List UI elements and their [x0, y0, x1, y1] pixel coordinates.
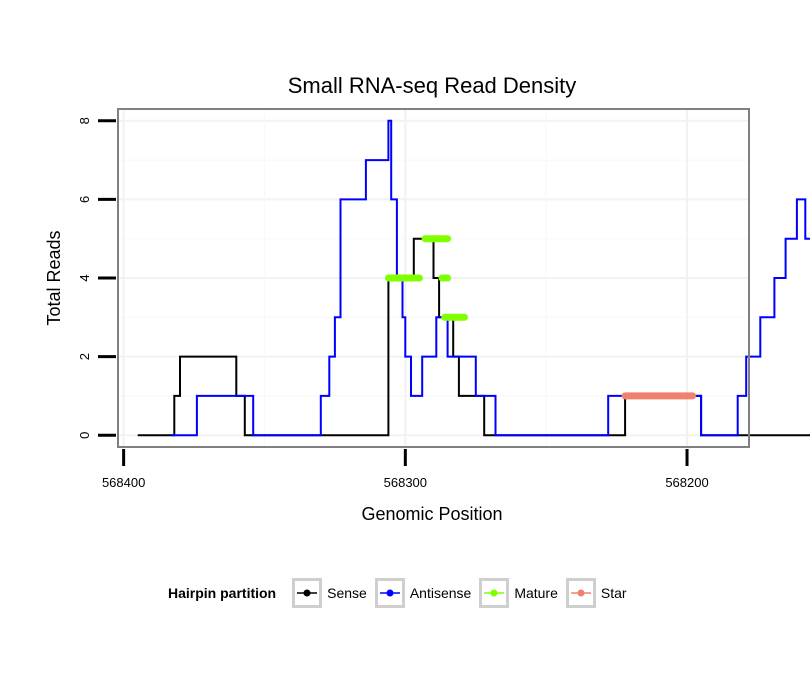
legend-key-sense — [292, 578, 323, 608]
y-tick-label-8: 8 — [77, 117, 92, 124]
legend: Hairpin partition Sense Antisense Mature… — [168, 578, 635, 608]
y-tick-label-4: 4 — [77, 274, 92, 281]
legend-label-sense: Sense — [327, 585, 367, 601]
y-tick-label-2: 2 — [77, 353, 92, 360]
y-axis: 0 2 4 6 8 — [77, 117, 116, 439]
legend-item-sense: Sense — [292, 578, 369, 608]
series-line-antisense — [171, 119, 810, 437]
x-axis-label: Genomic Position — [361, 504, 502, 524]
x-tick-label-568200: 568200 — [665, 475, 708, 490]
x-tick-label-568300: 568300 — [384, 475, 427, 490]
legend-item-star: Star — [565, 578, 629, 608]
legend-label-star: Star — [600, 585, 627, 601]
legend-item-antisense: Antisense — [374, 578, 473, 608]
series-layer — [137, 119, 810, 437]
legend-key-star — [565, 578, 596, 608]
y-axis-label: Total Reads — [44, 230, 64, 325]
plot-border — [117, 108, 750, 448]
y-tick-label-6: 6 — [77, 196, 92, 203]
legend-key-antisense — [374, 578, 405, 608]
legend-label-mature: Mature — [514, 585, 558, 601]
legend-key-mature — [479, 578, 510, 608]
x-axis: 568400 568300 568200 — [102, 449, 709, 490]
legend-item-mature: Mature — [479, 578, 560, 608]
x-tick-label-568400: 568400 — [102, 475, 145, 490]
chart-title: Small RNA-seq Read Density — [288, 73, 577, 98]
legend-label-antisense: Antisense — [409, 585, 472, 601]
y-tick-label-0: 0 — [77, 432, 92, 439]
legend-title: Hairpin partition — [168, 585, 277, 601]
